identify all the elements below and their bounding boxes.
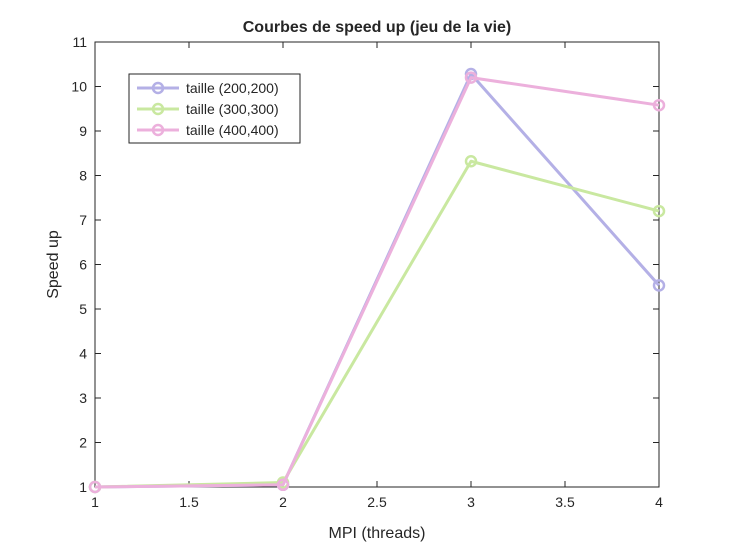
data-point-marker [652, 279, 666, 292]
y-tick-label: 4 [79, 346, 87, 362]
x-axis: 1 1.5 2 2.5 3 3.5 4 [91, 42, 663, 510]
y-tick-label: 3 [79, 390, 87, 406]
legend-entry-label: taille (400,400) [186, 122, 279, 138]
y-tick-label: 2 [79, 435, 87, 451]
data-point-marker [88, 480, 102, 494]
legend-entry-label: taille (300,300) [186, 101, 279, 117]
legend-marker-swatch [151, 102, 165, 116]
x-tick-label: 4 [655, 494, 663, 510]
y-tick-label: 9 [79, 123, 87, 139]
data-point-marker [464, 71, 478, 84]
series-line-3 [94, 76, 660, 489]
x-tick-label: 2.5 [367, 494, 387, 510]
y-tick-label: 5 [79, 301, 87, 317]
y-axis-label: Speed up [45, 230, 62, 299]
legend: taille (200,200) taille (300,300) taille (… [128, 73, 301, 144]
data-point-marker [276, 478, 290, 492]
y-tick-label: 1 [79, 479, 87, 495]
data-point-marker [464, 155, 478, 168]
legend-entry-label: taille (200,200) [186, 80, 279, 96]
chart-title: Courbes de speed up (jeu de la vie) [243, 19, 512, 36]
y-axis: 1 2 3 4 5 6 7 8 9 10 11 [71, 34, 659, 495]
y-tick-label: 7 [79, 212, 87, 228]
x-axis-label: MPI (threads) [329, 525, 426, 542]
series-line-2 [94, 159, 660, 489]
x-tick-label: 3.5 [555, 494, 575, 510]
series-layer [88, 67, 666, 494]
y-tick-label: 6 [79, 257, 87, 273]
x-tick-label: 2 [279, 494, 287, 510]
x-tick-label: 1 [91, 494, 99, 510]
legend-marker-swatch [151, 123, 165, 137]
data-point-marker [652, 204, 666, 218]
x-tick-label: 1.5 [179, 494, 199, 510]
data-point-marker [652, 98, 666, 112]
y-tick-label: 8 [79, 168, 87, 184]
legend-marker-swatch [151, 81, 165, 95]
y-tick-label: 10 [71, 79, 87, 95]
y-tick-label: 11 [72, 34, 87, 50]
x-tick-label: 3 [467, 494, 475, 510]
